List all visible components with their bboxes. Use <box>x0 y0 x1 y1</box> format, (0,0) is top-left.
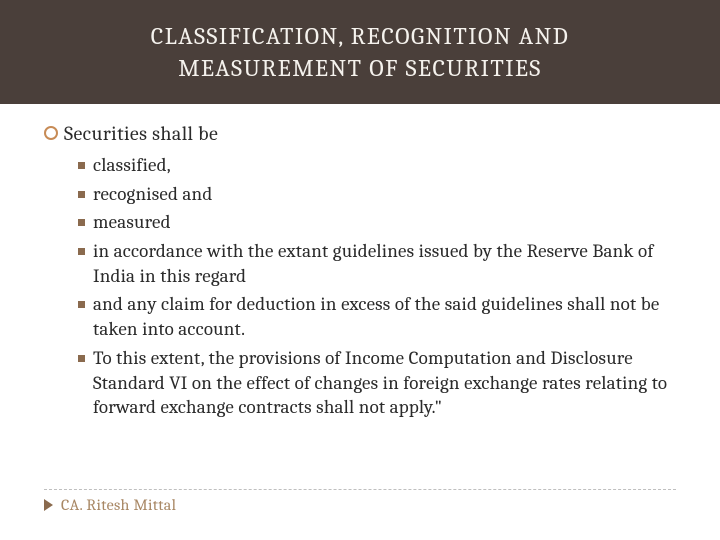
bullet-text: in accordance with the extant guidelines… <box>93 239 676 288</box>
bullet-text: and any claim for deduction in excess of… <box>93 292 676 341</box>
bullet-text: classified, <box>93 153 171 178</box>
lead-item: Securities shall be <box>44 122 676 145</box>
square-icon <box>78 191 85 198</box>
list-item: and any claim for deduction in excess of… <box>78 292 676 341</box>
square-icon <box>78 355 85 362</box>
triangle-icon <box>44 499 53 511</box>
list-item: measured <box>78 210 676 235</box>
list-item: recognised and <box>78 182 676 207</box>
bullet-text: To this extent, the provisions of Income… <box>93 346 676 420</box>
circle-icon <box>44 126 58 140</box>
square-icon <box>78 162 85 169</box>
title-line-2: MEASUREMENT OF SECURITIES <box>178 52 542 84</box>
list-item: in accordance with the extant guidelines… <box>78 239 676 288</box>
list-item: To this extent, the provisions of Income… <box>78 346 676 420</box>
author-name: CA. Ritesh Mittal <box>61 496 176 514</box>
square-icon <box>78 248 85 255</box>
list-item: classified, <box>78 153 676 178</box>
square-icon <box>78 301 85 308</box>
footer: CA. Ritesh Mittal <box>44 489 676 514</box>
square-icon <box>78 219 85 226</box>
bullet-text: measured <box>93 210 171 235</box>
footer-row: CA. Ritesh Mittal <box>44 496 676 514</box>
lead-text: Securities shall be <box>64 122 218 145</box>
bullet-text: recognised and <box>93 182 212 207</box>
divider <box>44 489 676 490</box>
bullet-list: classified, recognised and measured in a… <box>78 153 676 420</box>
title-line-1: CLASSIFICATION, RECOGNITION AND <box>151 20 570 52</box>
content-area: Securities shall be classified, recognis… <box>0 104 720 420</box>
title-band: CLASSIFICATION, RECOGNITION AND MEASUREM… <box>0 0 720 104</box>
